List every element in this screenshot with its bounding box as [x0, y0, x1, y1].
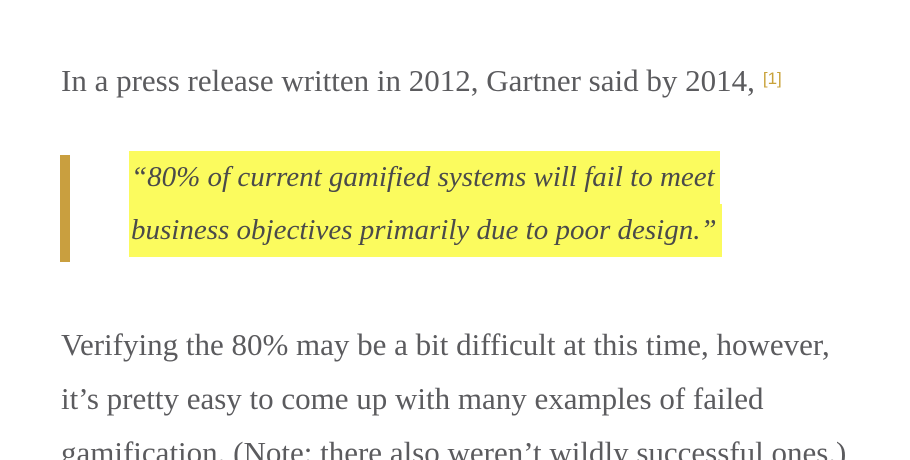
- blockquote-bar: [60, 155, 70, 262]
- quote-line: “80% of current gamified systems will fa…: [129, 151, 720, 204]
- paragraph-line: it’s pretty easy to come up with many ex…: [61, 381, 764, 416]
- footnote-reference-link[interactable]: [1]: [762, 69, 782, 88]
- paragraph-line: Verifying the 80% may be a bit difficult…: [61, 327, 830, 362]
- intro-paragraph: In a press release written in 2012, Gart…: [61, 54, 782, 108]
- body-paragraph: Verifying the 80% may be a bit difficult…: [61, 318, 846, 460]
- highlighted-blockquote: “80% of current gamified systems will fa…: [129, 151, 722, 257]
- intro-text: In a press release written in 2012, Gart…: [61, 63, 755, 98]
- quote-line: business objectives primarily due to poo…: [129, 204, 722, 257]
- paragraph-line: gamification. (Note: there also weren’t …: [61, 435, 847, 460]
